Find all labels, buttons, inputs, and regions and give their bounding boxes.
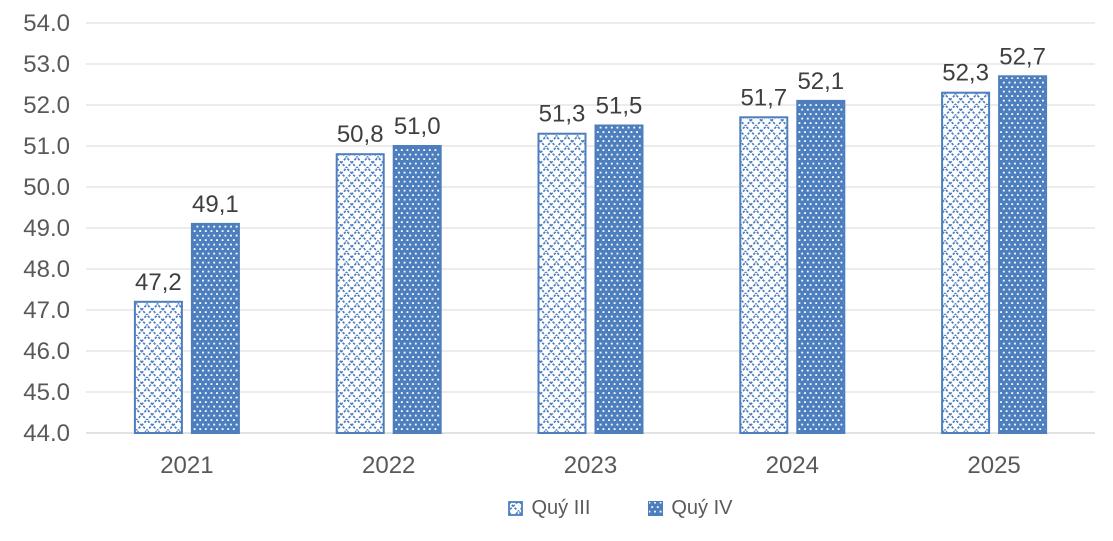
data-label-quy-iii-2025: 52,3 [942,60,989,87]
y-tick-label: 47.0 [23,297,70,324]
y-tick-label: 48.0 [23,256,70,283]
bar-quy-iii-2025 [941,91,991,434]
bar-quy-iv-2024 [796,99,846,435]
y-axis-tick-labels: 44.0 45.0 46.0 47.0 48.0 49.0 50.0 51.0 52.0 53.0… [23,10,70,447]
bar-quy-iv-2021 [190,222,240,434]
y-tick-label: 44.0 [23,420,70,447]
bar-quy-iii-2024 [739,116,789,435]
plot-area: 44.0 45.0 46.0 47.0 48.0 49.0 50.0 51.0 52.0 53.0… [23,10,1095,479]
data-label-quy-iii-2024: 51,7 [740,84,787,111]
x-axis-label-2021: 2021 [160,452,213,479]
bar-series [133,75,1048,435]
legend-swatch-crosshatch-icon [508,500,524,516]
y-tick-label: 51.0 [23,133,70,160]
data-label-quy-iv-2023: 51,5 [596,93,643,120]
x-axis-label-2025: 2025 [967,452,1020,479]
x-axis-label-2024: 2024 [766,452,819,479]
y-tick-label: 45.0 [23,379,70,406]
y-tick-label: 54.0 [23,10,70,37]
data-label-quy-iv-2024: 52,1 [797,68,844,95]
data-label-quy-iii-2021: 47,2 [135,269,182,296]
x-axis-category-labels: 2021 2022 2023 2024 2025 [160,452,1021,479]
x-axis-label-2023: 2023 [564,452,617,479]
bar-quy-iii-2023 [537,132,587,434]
gridlines [86,22,1095,434]
y-tick-label: 53.0 [23,51,70,78]
bar-quy-iii-2021 [133,300,183,434]
y-tick-label: 49.0 [23,215,70,242]
y-tick-label: 46.0 [23,338,70,365]
legend: Quý III Quý IV [64,498,1113,518]
data-label-quy-iv-2022: 51,0 [394,113,441,140]
data-labels: 47,2 49,1 50,8 51,0 51,3 51,5 51,7 52,1 52,3 52,7 [135,43,1046,295]
y-tick-label: 52.0 [23,92,70,119]
data-label-quy-iii-2022: 50,8 [337,121,384,148]
legend-item-quy-iv: Quý IV [648,497,733,519]
data-label-quy-iii-2023: 51,3 [539,101,586,128]
data-label-quy-iv-2021: 49,1 [192,191,239,218]
bar-quy-iv-2023 [594,124,644,434]
bar-quy-iii-2022 [335,153,385,434]
data-label-quy-iv-2025: 52,7 [999,43,1046,70]
legend-swatch-dots-icon [648,500,664,516]
bar-quy-iv-2022 [392,145,442,434]
legend-label-quy-iv: Quý IV [671,497,733,519]
legend-label-quy-iii: Quý III [531,497,591,519]
x-axis-label-2022: 2022 [362,452,415,479]
y-tick-label: 50.0 [23,174,70,201]
bar-quy-iv-2025 [998,75,1048,435]
legend-item-quy-iii: Quý III [508,498,590,518]
